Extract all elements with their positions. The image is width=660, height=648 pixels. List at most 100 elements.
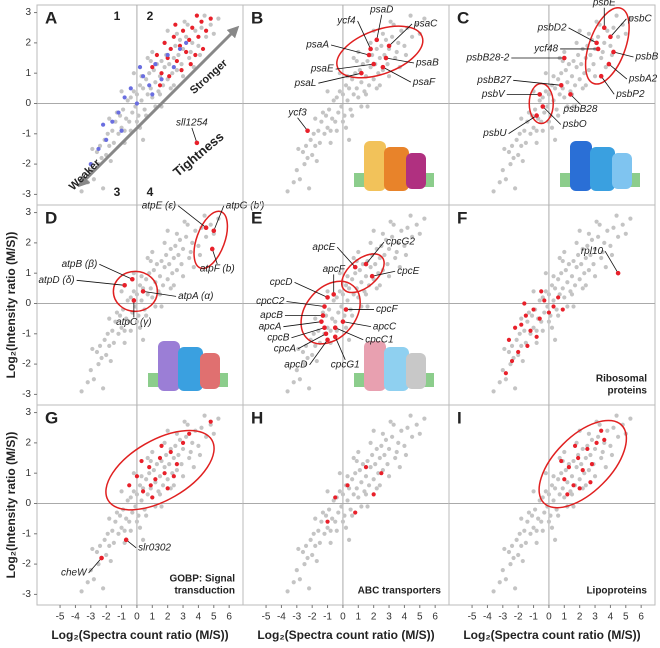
data-point xyxy=(303,143,309,149)
data-point xyxy=(116,331,121,336)
annotation-label: psbB xyxy=(634,52,658,63)
data-point xyxy=(588,52,593,58)
data-point xyxy=(354,486,359,491)
data-point xyxy=(546,92,552,97)
data-point xyxy=(371,228,376,233)
data-point xyxy=(559,71,564,76)
inset-diagram xyxy=(354,141,434,191)
data-point xyxy=(180,274,186,279)
data-point xyxy=(563,468,568,473)
data-point xyxy=(546,319,552,324)
data-point xyxy=(128,495,133,500)
data-point xyxy=(150,49,155,55)
data-point xyxy=(525,343,530,349)
y-tick-label: 2 xyxy=(25,238,31,249)
data-point xyxy=(119,525,124,530)
data-point xyxy=(305,155,310,161)
data-point xyxy=(556,295,561,300)
data-point xyxy=(140,486,146,491)
data-point xyxy=(596,434,601,439)
data-point xyxy=(368,240,373,245)
data-point xyxy=(608,443,613,449)
data-point xyxy=(343,283,349,288)
data-point xyxy=(160,483,166,488)
annotation-label: psaD xyxy=(369,4,393,15)
data-point xyxy=(583,255,588,261)
data-point xyxy=(110,119,115,124)
data-point xyxy=(377,455,382,461)
data-point xyxy=(571,504,576,509)
data-point xyxy=(180,474,186,479)
data-point xyxy=(370,452,375,458)
x-tick-label: -1 xyxy=(117,612,126,623)
data-point xyxy=(140,337,146,342)
x-tick-label: 1 xyxy=(562,612,568,623)
data-point xyxy=(531,325,536,330)
data-point xyxy=(108,558,113,564)
data-point xyxy=(193,228,198,233)
y-tick-label: 0 xyxy=(25,298,31,309)
data-point xyxy=(96,561,101,567)
data-point xyxy=(208,419,213,424)
x-tick-label: 4 xyxy=(608,612,614,623)
data-point xyxy=(302,161,307,167)
data-point xyxy=(365,458,370,464)
annotation-label: apcE xyxy=(312,242,335,253)
data-point xyxy=(589,237,595,242)
data-point xyxy=(350,477,355,482)
data-point xyxy=(159,504,164,509)
data-point xyxy=(519,343,524,349)
data-point xyxy=(591,261,596,267)
data-point xyxy=(520,358,525,364)
data-point xyxy=(572,283,578,288)
data-point xyxy=(174,58,179,64)
data-point xyxy=(569,274,575,279)
data-point xyxy=(592,246,598,252)
y-tick-label: -2 xyxy=(22,559,31,570)
data-point xyxy=(356,449,361,455)
data-point xyxy=(313,516,318,521)
data-point xyxy=(139,274,144,279)
data-point xyxy=(534,540,539,545)
data-point xyxy=(199,425,204,430)
annotation-label: psbU xyxy=(482,128,507,139)
data-point xyxy=(328,540,333,545)
data-point xyxy=(180,74,186,79)
annotation-label: cpcA xyxy=(274,343,297,354)
annotation-arrow xyxy=(334,336,346,360)
data-point xyxy=(107,316,112,321)
data-point xyxy=(599,55,604,61)
data-point xyxy=(552,337,558,342)
data-point xyxy=(297,577,302,582)
data-point xyxy=(154,52,160,58)
data-point xyxy=(91,377,96,382)
data-point xyxy=(311,131,316,136)
data-point xyxy=(562,249,567,255)
annotation-arrow xyxy=(568,27,597,44)
data-point xyxy=(373,261,378,267)
data-point xyxy=(594,219,599,224)
data-point xyxy=(153,61,158,67)
data-point xyxy=(168,86,173,91)
data-point xyxy=(148,58,153,64)
annotated-point xyxy=(383,55,389,61)
annotation-arrow xyxy=(88,557,102,574)
data-point xyxy=(147,71,152,76)
data-point xyxy=(184,34,189,39)
x-tick-label: 1 xyxy=(356,612,362,623)
data-point xyxy=(170,71,175,76)
data-point xyxy=(359,280,364,285)
x-tick-label: -4 xyxy=(483,612,492,623)
annotation-label: atpB (β) xyxy=(62,259,98,270)
data-point xyxy=(340,519,346,524)
data-point xyxy=(139,474,144,479)
annotation-arrow xyxy=(610,18,627,38)
panel-annotation: 4 xyxy=(147,185,154,199)
annotation-label: psaE xyxy=(310,64,334,75)
data-point xyxy=(294,368,299,373)
data-point xyxy=(313,316,318,321)
data-point xyxy=(168,46,173,52)
data-point xyxy=(124,516,129,521)
data-point xyxy=(559,471,564,476)
x-tick-label: 0 xyxy=(134,612,140,623)
